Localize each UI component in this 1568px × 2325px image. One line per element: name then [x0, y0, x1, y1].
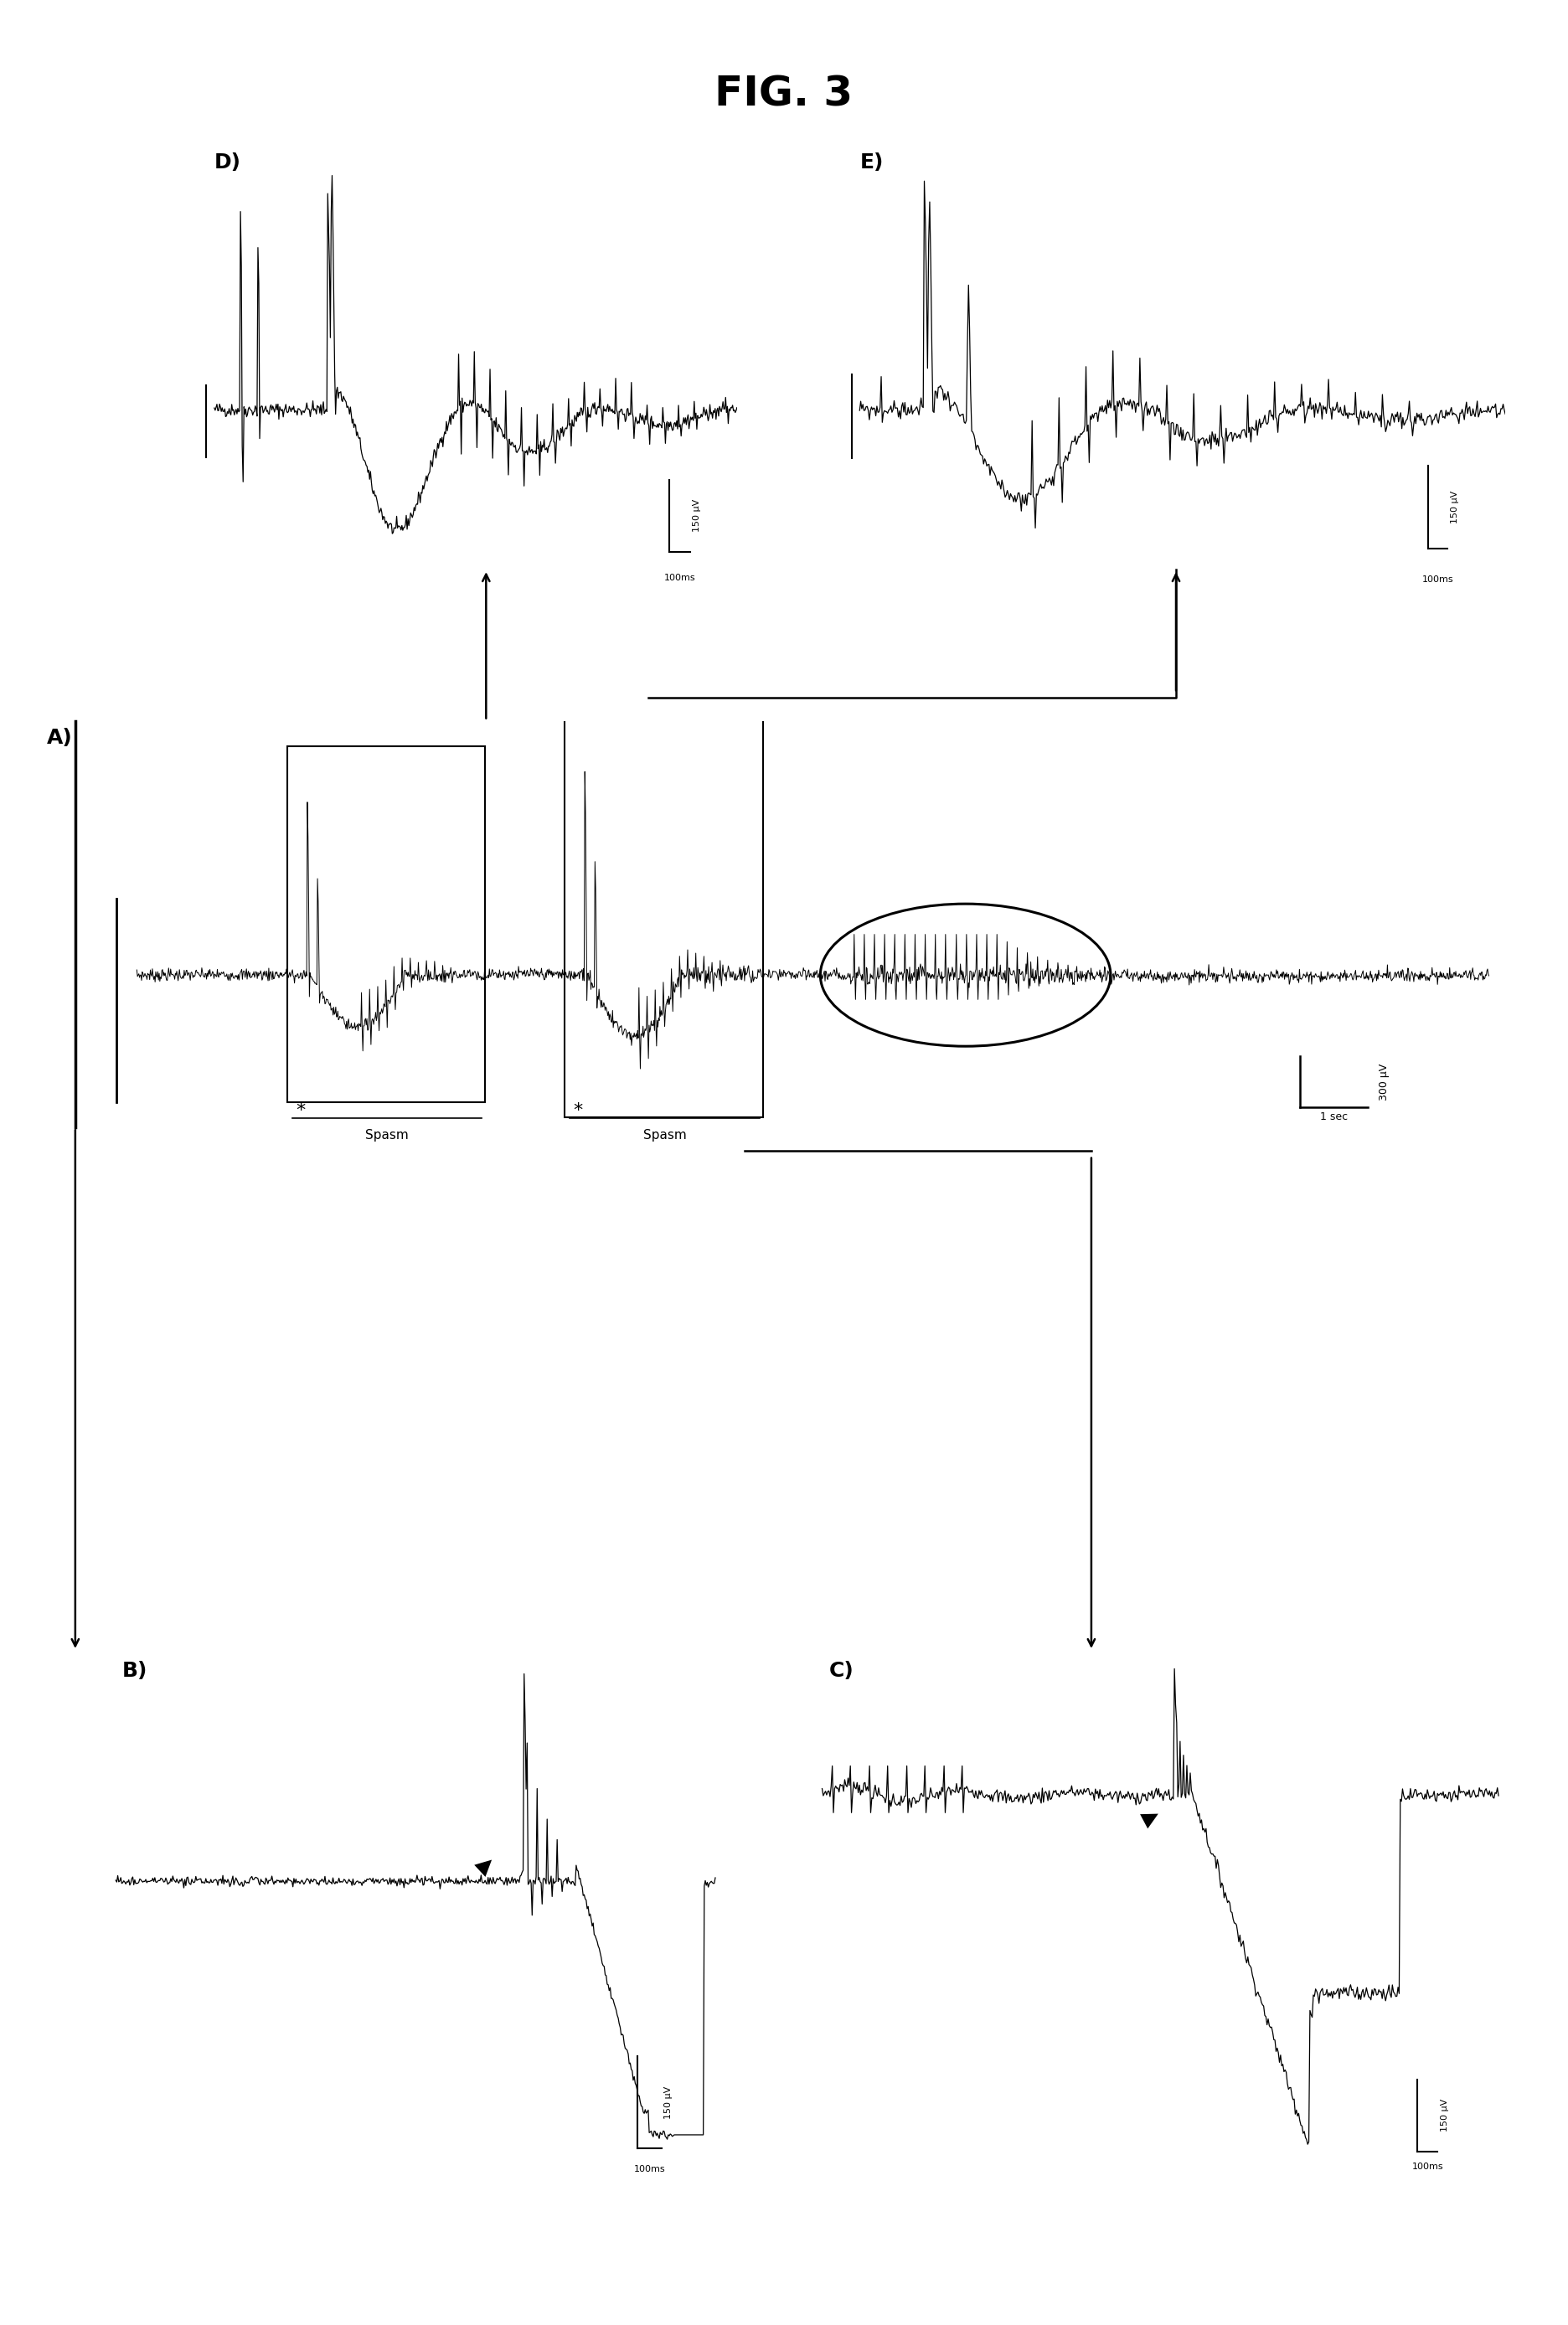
Text: E): E) [859, 153, 884, 172]
Text: 1 sec: 1 sec [1320, 1111, 1348, 1123]
Text: FIG. 3: FIG. 3 [715, 74, 853, 114]
Text: Spasm: Spasm [643, 1128, 687, 1142]
Text: Spasm: Spasm [365, 1128, 409, 1142]
Text: *: * [296, 1102, 306, 1118]
Text: 100ms: 100ms [633, 2165, 665, 2174]
Text: 100ms: 100ms [1422, 574, 1454, 584]
Text: 100ms: 100ms [1411, 2162, 1443, 2172]
Text: 300 μV: 300 μV [1378, 1063, 1389, 1100]
Text: D): D) [215, 153, 241, 172]
Text: 150 μV: 150 μV [693, 500, 701, 532]
Bar [564, 711, 762, 1118]
Text: *: * [574, 1102, 583, 1118]
Text: 150 μV: 150 μV [1450, 491, 1458, 523]
Text: A): A) [47, 728, 72, 749]
Text: C): C) [829, 1660, 855, 1681]
Text: 100ms: 100ms [663, 574, 695, 581]
Text: 150 μV: 150 μV [665, 2086, 673, 2118]
Text: 150 μV: 150 μV [1441, 2099, 1449, 2132]
Text: B): B) [122, 1660, 147, 1681]
Bar [287, 746, 486, 1102]
